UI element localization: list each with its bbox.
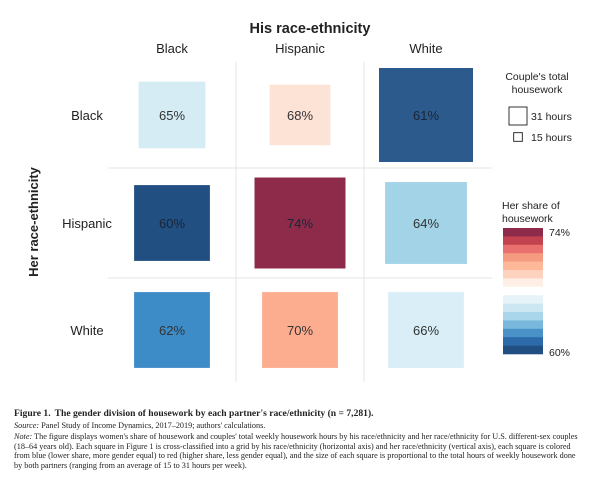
row-labels: Black Hispanic White: [62, 108, 112, 338]
cell-hispanic-black-square: [134, 185, 210, 261]
chart: His race-ethnicity Black Hispanic White Bl…: [26, 21, 572, 382]
cell-white-hispanic-square: [262, 292, 338, 368]
size-legend-title-line-1: Couple's total: [505, 71, 568, 83]
caption-note-text: The figure displays women's share of hou…: [14, 432, 578, 470]
cell-hispanic-white-square: [385, 182, 467, 264]
caption-source-text: Panel Study of Income Dynamics, 2017–201…: [41, 421, 266, 430]
size-legend-swatch-31: [508, 106, 528, 126]
cell-black-hispanic-square: [269, 84, 331, 146]
color-legend-min-label: 60%: [549, 347, 570, 359]
size-legend-swatch-15: [513, 132, 523, 142]
color-legend-title-line-1: Her share of: [502, 200, 560, 212]
color-legend-step: [503, 345, 543, 355]
caption-figure-number: Figure 1.: [14, 408, 51, 419]
cell-white-black-label: 62%: [159, 323, 185, 338]
column-label-white: White: [409, 41, 442, 56]
color-legend-step: [503, 228, 543, 237]
grid-lines: [108, 62, 492, 382]
cell-hispanic-black-label: 60%: [159, 216, 185, 231]
color-legend-step: [503, 278, 543, 288]
column-label-hispanic: Hispanic: [275, 41, 325, 56]
cell-black-black-label: 65%: [159, 108, 185, 123]
color-legend-step: [503, 270, 543, 279]
caption-source-label: Source:: [14, 421, 40, 430]
row-label-white: White: [70, 323, 103, 338]
color-legend-step: [503, 320, 543, 330]
color-legend-step: [503, 261, 543, 271]
figure-caption: Figure 1. The gender division of housewor…: [14, 408, 584, 470]
caption-title: Figure 1. The gender division of housewor…: [14, 408, 584, 419]
cell-black-hispanic-label: 68%: [287, 108, 313, 123]
color-legend-step: [503, 286, 543, 296]
size-legend-label-15: 15 hours: [531, 132, 572, 144]
chart-title: His race-ethnicity: [250, 21, 371, 37]
size-legend-label-31: 31 hours: [531, 111, 572, 123]
caption-note: Note: The figure displays women's share …: [14, 432, 584, 470]
row-label-black: Black: [71, 108, 103, 123]
color-legend-step: [503, 244, 543, 254]
caption-note-label: Note:: [14, 432, 33, 441]
cell-hispanic-hispanic-square: [254, 177, 346, 269]
color-legend-step: [503, 303, 543, 313]
cell-white-white-square: [388, 292, 464, 368]
y-axis-label: Her race-ethnicity: [26, 166, 41, 277]
color-legend-step: [503, 328, 543, 338]
color-legend-max-label: 74%: [549, 227, 570, 239]
size-legend-title-line-2: housework: [512, 84, 564, 96]
color-legend-step: [503, 337, 543, 346]
caption-title-text: The gender division of housework by each…: [54, 408, 374, 419]
color-legend-title-line-2: housework: [502, 213, 554, 225]
cell-black-white-square: [379, 68, 473, 162]
column-labels: Black Hispanic White: [156, 41, 443, 56]
cell-black-white-label: 61%: [413, 108, 439, 123]
cell-white-hispanic-label: 70%: [287, 323, 313, 338]
color-legend-step: [503, 236, 543, 246]
row-label-hispanic: Hispanic: [62, 216, 112, 231]
cells: 65% 68% 61% 60% 74% 64% 62% 70% 66%: [134, 68, 473, 368]
cell-hispanic-white-label: 64%: [413, 216, 439, 231]
color-legend-step: [503, 253, 543, 262]
cell-white-white-label: 66%: [413, 323, 439, 338]
color-legend-step: [503, 295, 543, 304]
caption-source: Source: Panel Study of Income Dynamics, …: [14, 421, 584, 430]
cell-black-black-square: [138, 81, 206, 149]
cell-white-black-square: [134, 292, 210, 368]
color-legend-step: [503, 312, 543, 321]
cell-hispanic-hispanic-label: 74%: [287, 216, 313, 231]
column-label-black: Black: [156, 41, 188, 56]
